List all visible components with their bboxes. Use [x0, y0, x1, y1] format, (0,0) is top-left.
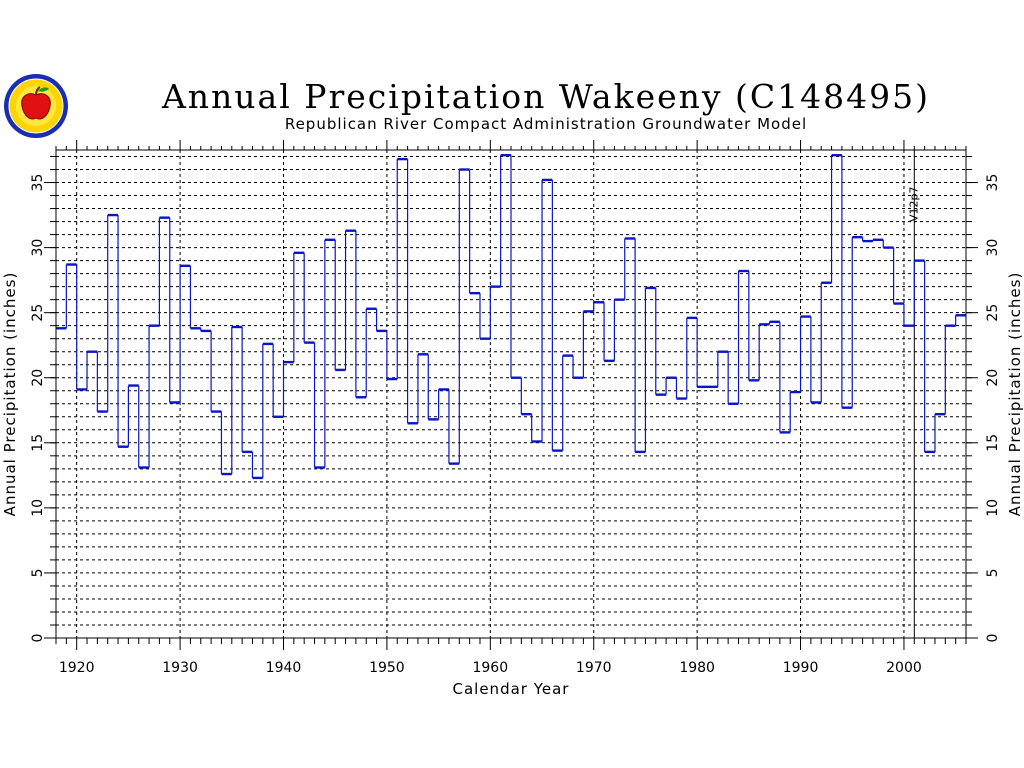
x-tick-label: 1970 [576, 660, 612, 676]
x-tick-label: 1960 [472, 660, 508, 676]
y-tick-label-right: 35 [985, 174, 1001, 192]
x-tick-label: 1990 [783, 660, 819, 676]
grid [56, 150, 966, 638]
x-tick-label: 2000 [886, 660, 922, 676]
chart-title: Annual Precipitation Wakeeny (C148495) [161, 77, 930, 116]
x-tick-label: 1930 [162, 660, 198, 676]
axis-ticks [44, 140, 978, 650]
y-tick-label-right: 25 [985, 304, 1001, 322]
chart-subtitle: Republican River Compact Administration … [285, 115, 807, 133]
version-marker-label: V12p7 [907, 186, 920, 222]
y-tick-label-right: 5 [985, 568, 1001, 577]
x-tick-label: 1980 [679, 660, 715, 676]
x-tick-label: 1950 [369, 660, 405, 676]
y-axis-label-left: Annual Precipitation (inches) [1, 272, 19, 517]
x-tick-label: 1940 [266, 660, 302, 676]
series-layer [56, 154, 966, 480]
y-tick-label-left: 10 [30, 499, 46, 517]
x-tick-label: 1920 [59, 660, 95, 676]
y-tick-label-left: 35 [30, 174, 46, 192]
y-tick-label-left: 5 [30, 568, 46, 577]
y-tick-label-right: 15 [985, 434, 1001, 452]
tick-labels: 0 0 5 5 10 10 15 15 20 20 25 25 30 30 35 35 1920 1930 1940… [30, 174, 1001, 676]
y-tick-label-right: 20 [985, 369, 1001, 387]
y-axis-label-right: Annual Precipitation (inches) [1006, 272, 1024, 517]
y-tick-label-left: 0 [30, 634, 46, 643]
y-tick-label-left: 30 [30, 239, 46, 257]
y-tick-label-left: 15 [30, 434, 46, 452]
y-tick-label-left: 25 [30, 304, 46, 322]
y-tick-label-right: 0 [985, 634, 1001, 643]
x-axis-label: Calendar Year [453, 680, 570, 698]
apple-seal-icon [3, 73, 69, 139]
y-tick-label-left: 20 [30, 369, 46, 387]
y-tick-label-right: 30 [985, 239, 1001, 257]
y-tick-label-right: 10 [985, 499, 1001, 517]
plot-frame [55, 149, 967, 639]
